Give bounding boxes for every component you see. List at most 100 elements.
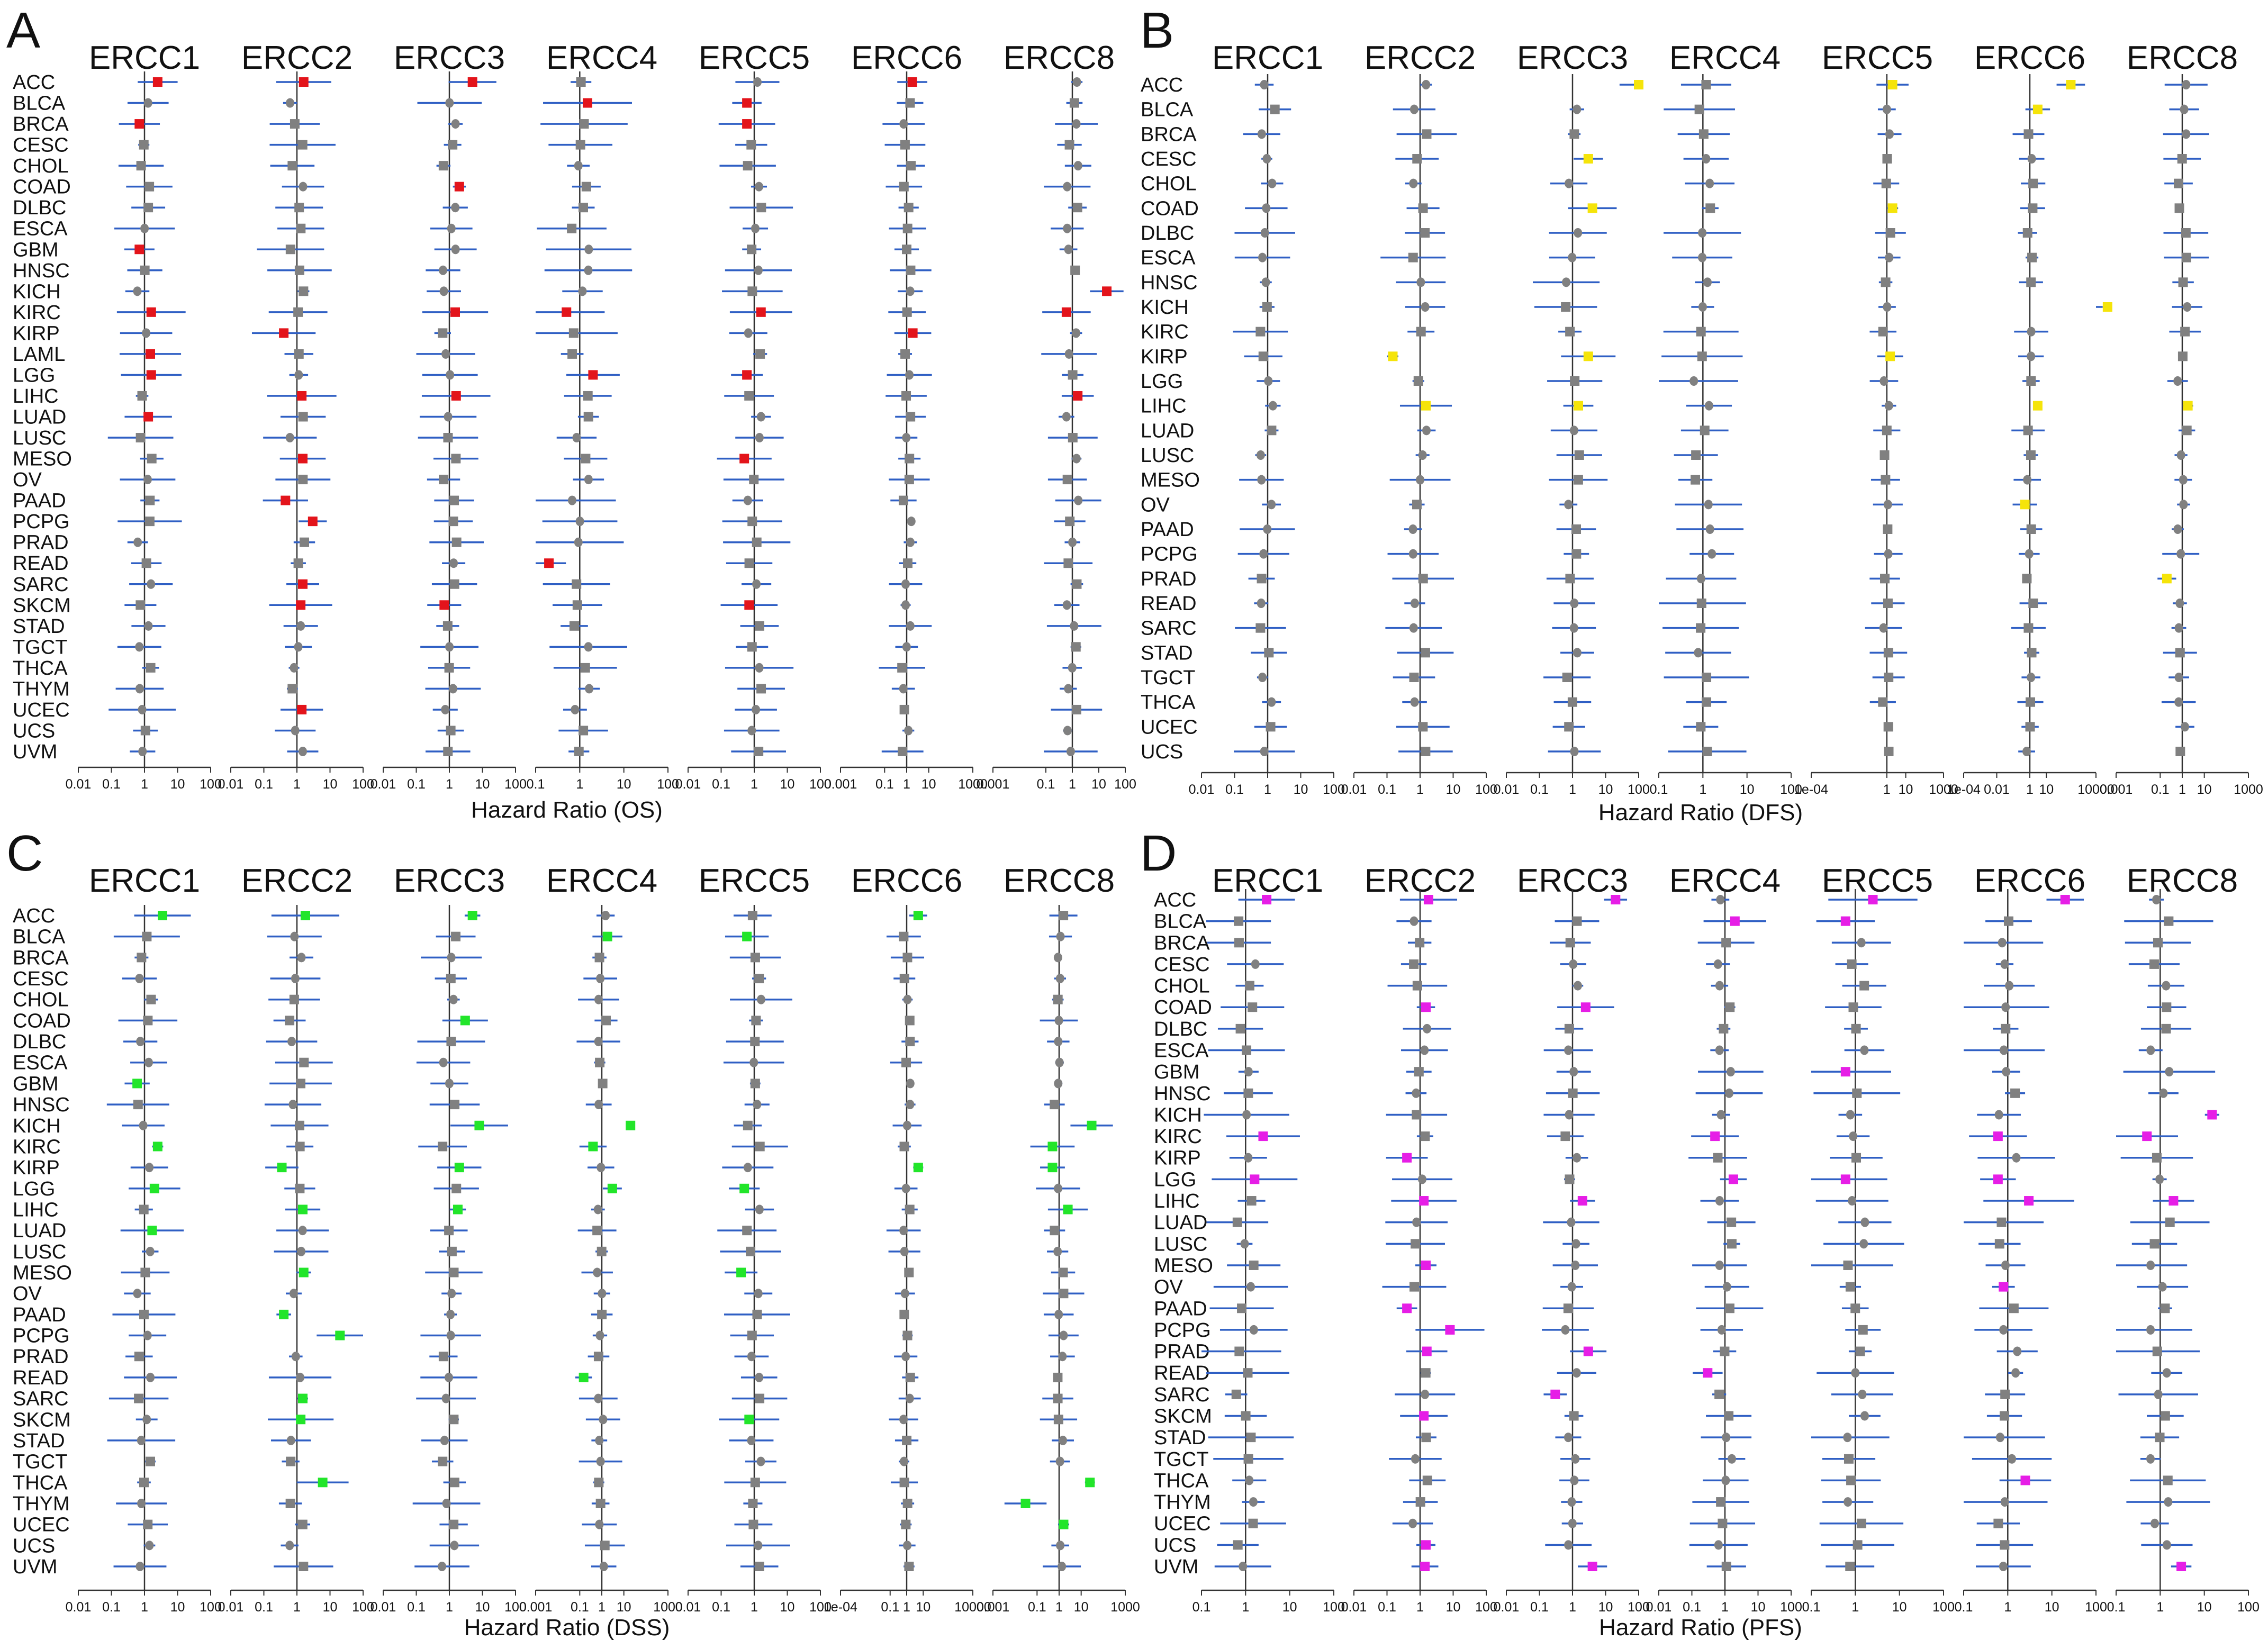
- cancer-label-lihc: LIHC: [1154, 1190, 1200, 1212]
- cancer-label-ucec: UCEC: [13, 1514, 70, 1536]
- hr-marker-ucec: [571, 704, 580, 714]
- hr-marker-meso: [905, 454, 915, 464]
- hr-marker-thym: [135, 684, 144, 694]
- hr-marker-lusc: [1994, 1239, 2004, 1249]
- hr-marker-lusc: [572, 433, 581, 443]
- x-tick-label: 0.1: [712, 777, 730, 792]
- hr-marker-lgg: [1840, 1174, 1850, 1184]
- cancer-label-luad: LUAD: [1141, 420, 1194, 442]
- gene-column-ercc8: ERCC8 0.1 1 10 100: [2107, 863, 2260, 1615]
- cancer-label-paad: PAAD: [13, 1304, 66, 1326]
- hr-marker-lusc: [2026, 450, 2036, 460]
- hr-marker-lihc: [905, 1204, 915, 1215]
- hr-marker-coad: [1887, 203, 1897, 213]
- cancer-label-kirc: KIRC: [1141, 321, 1189, 343]
- cancer-label-ucs: UCS: [13, 1535, 55, 1557]
- gene-title: ERCC4: [546, 863, 657, 899]
- hr-marker-gbm: [2165, 1067, 2174, 1077]
- hr-marker-stad: [1564, 1433, 1573, 1443]
- hr-marker-read: [905, 1372, 915, 1382]
- hr-marker-luad: [592, 1226, 602, 1236]
- cancer-label-stad: STAD: [13, 615, 65, 638]
- x-tick-label: 1: [1416, 782, 1424, 797]
- x-tick-label: 1: [1069, 777, 1076, 792]
- gene-title: ERCC5: [699, 863, 810, 899]
- hr-marker-ucec: [2025, 722, 2035, 732]
- cancer-label-thca: THCA: [1141, 692, 1196, 714]
- hr-marker-lgg: [2155, 1174, 2164, 1184]
- hr-marker-thca: [1267, 697, 1276, 707]
- gene-title: ERCC5: [1822, 863, 1933, 899]
- hr-marker-blca: [142, 931, 152, 941]
- x-tick-label: 0.1: [1683, 1600, 1701, 1615]
- hr-marker-ov: [1059, 1289, 1069, 1299]
- x-tick-label: 100: [657, 777, 679, 792]
- cancer-label-lgg: LGG: [13, 364, 55, 386]
- hr-marker-stad: [296, 621, 305, 631]
- hr-marker-stad: [2175, 648, 2185, 658]
- hr-marker-prad: [2013, 1346, 2022, 1356]
- hr-marker-hnsc: [906, 1100, 915, 1110]
- x-tick-label: 10: [1446, 1600, 1461, 1615]
- gene-column-ercc2: ERCC2 0.01 0.1 1 10 100: [218, 863, 374, 1615]
- hr-marker-luad: [1062, 412, 1071, 422]
- cancer-label-paad: PAAD: [1154, 1298, 1207, 1320]
- hr-marker-paad: [1705, 524, 1714, 534]
- hr-marker-chol: [449, 994, 458, 1004]
- cancer-label-pcpg: PCPG: [13, 1325, 70, 1347]
- hr-marker-pcpg: [1707, 549, 1716, 559]
- x-tick-label: 1000: [1110, 1600, 1140, 1615]
- cancer-label-lgg: LGG: [1154, 1168, 1196, 1191]
- hr-marker-paad: [1074, 495, 1083, 505]
- hr-marker-chol: [2162, 981, 2171, 991]
- hr-marker-meso: [1421, 1260, 1431, 1270]
- hr-marker-blca: [2003, 916, 2013, 926]
- cancer-label-lihc: LIHC: [13, 385, 59, 407]
- gene-title: ERCC2: [241, 863, 353, 899]
- x-tick-label: 10: [1598, 1600, 1613, 1615]
- hr-marker-read: [146, 1372, 155, 1382]
- hr-marker-stad: [286, 1435, 295, 1445]
- gene-title: ERCC8: [2127, 40, 2238, 76]
- hr-marker-brca: [594, 953, 604, 963]
- hr-marker-skcm: [572, 600, 582, 610]
- hr-marker-blca: [445, 98, 454, 108]
- x-tick-label: 1: [1416, 1600, 1424, 1615]
- hr-marker-kirc: [295, 1141, 305, 1152]
- hr-marker-uvm: [438, 1562, 447, 1571]
- x-tick-label: 1000: [958, 777, 988, 792]
- hr-marker-ucs: [2162, 1540, 2171, 1550]
- hr-marker-tgct: [2027, 673, 2036, 682]
- hr-marker-cesc: [1702, 154, 1711, 164]
- hr-marker-cesc: [899, 974, 909, 984]
- hr-marker-stad: [1722, 1433, 1731, 1443]
- hr-marker-dlbc: [1054, 1037, 1063, 1047]
- cancer-label-dlbc: DLBC: [13, 197, 66, 219]
- hr-marker-hnsc: [1724, 1088, 1733, 1098]
- hr-marker-stad: [1059, 1435, 1068, 1445]
- hr-marker-meso: [2023, 475, 2032, 485]
- hr-marker-prad: [747, 1352, 756, 1362]
- gene-title: ERCC5: [1822, 40, 1933, 76]
- x-tick-label: 0.01: [1189, 782, 1215, 797]
- hr-marker-prad: [1855, 1346, 1865, 1356]
- hr-marker-thca: [318, 1478, 328, 1488]
- hr-marker-blca: [1069, 98, 1079, 108]
- hr-marker-pcpg: [1561, 1325, 1570, 1335]
- hr-marker-skcm: [1569, 1411, 1579, 1421]
- hr-marker-tgct: [1884, 673, 1894, 682]
- x-tick-label: 1: [2179, 782, 2186, 797]
- hr-marker-chol: [1053, 994, 1063, 1004]
- hr-marker-sarc: [147, 579, 156, 589]
- hr-marker-stad: [1421, 1433, 1431, 1443]
- cancer-label-kich: KICH: [13, 1115, 61, 1137]
- hr-marker-ov: [447, 1289, 456, 1299]
- hr-marker-pcpg: [308, 517, 318, 527]
- hr-marker-stad: [747, 1435, 756, 1445]
- cancer-label-blca: BLCA: [1154, 911, 1207, 933]
- hr-marker-meso: [1843, 1260, 1853, 1270]
- axis-title: Hazard Ratio (PFS): [1599, 1615, 1802, 1641]
- hr-marker-kirc: [1849, 1131, 1858, 1141]
- hr-marker-coad: [1063, 182, 1072, 192]
- hr-marker-kich: [2102, 302, 2112, 312]
